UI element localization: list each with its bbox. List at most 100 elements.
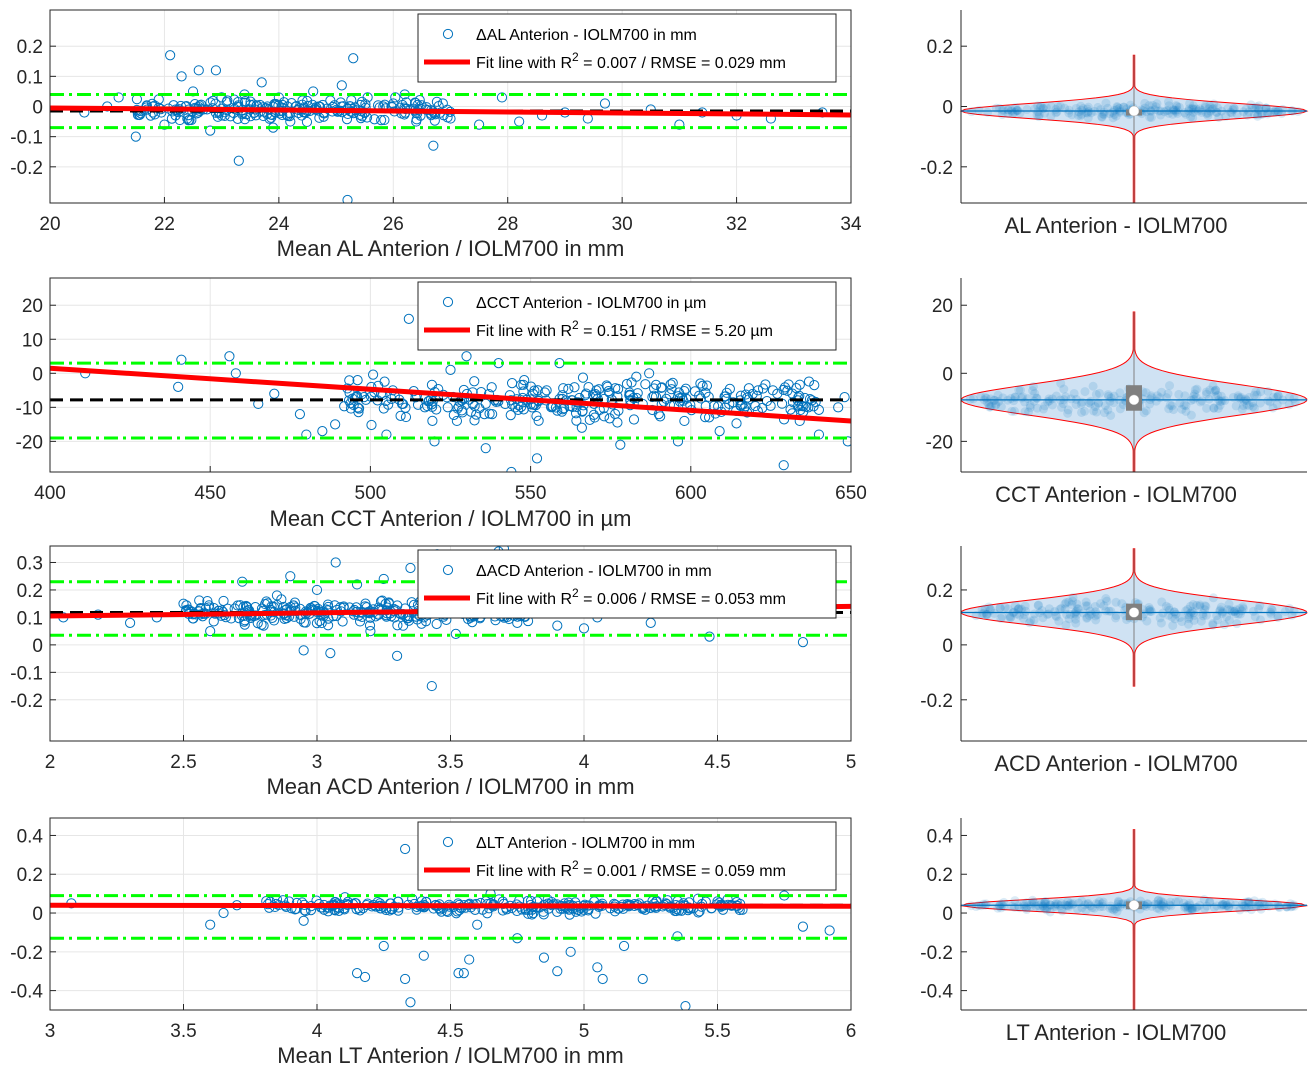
- violin-point: [1032, 393, 1041, 402]
- x-tick-label: 34: [840, 214, 862, 235]
- y-tick-label: 0.1: [17, 608, 43, 629]
- violin-point: [1239, 401, 1248, 410]
- data-point: [432, 619, 441, 628]
- violin-point: [1205, 386, 1214, 395]
- data-point: [337, 81, 346, 90]
- x-tick-label: 500: [355, 483, 387, 504]
- x-tick-label: 22: [154, 214, 175, 235]
- legend-label-points: ΔAL Anterion - IOLM700 in mm: [476, 27, 697, 44]
- violin-point: [1084, 899, 1093, 908]
- data-point: [406, 563, 415, 572]
- violin-point: [1234, 393, 1243, 402]
- violin-label: LT Anterion - IOLM700: [1006, 1020, 1227, 1045]
- violin-point: [1154, 896, 1163, 905]
- x-tick-label: 650: [835, 483, 867, 504]
- data-point: [539, 953, 548, 962]
- data-point: [507, 379, 516, 388]
- x-tick-label: 5.5: [704, 1021, 730, 1042]
- violin-point: [1091, 607, 1100, 616]
- violin-y-tick-label: -0.2: [920, 943, 953, 964]
- violin-point: [1068, 600, 1077, 609]
- data-point: [473, 920, 482, 929]
- violin-median-marker: [1129, 395, 1139, 405]
- violin-point: [1027, 899, 1036, 908]
- violin-point: [1200, 895, 1209, 904]
- violin-point: [1063, 409, 1072, 418]
- data-point: [342, 115, 351, 124]
- violin-point: [1273, 613, 1282, 622]
- y-tick-label: -0.1: [10, 663, 43, 684]
- violin-point: [1209, 593, 1218, 602]
- data-point: [641, 380, 650, 389]
- violin-point: [996, 603, 1005, 612]
- x-tick-label: 2: [45, 752, 56, 773]
- legend: ΔCCT Anterion - IOLM700 in µmFit line wi…: [418, 282, 836, 350]
- x-tick-label: 20: [39, 214, 60, 235]
- violin-y-tick-label: 20: [932, 296, 953, 317]
- violin-point: [1035, 110, 1044, 119]
- data-point: [779, 461, 788, 470]
- data-point: [299, 916, 308, 925]
- x-tick-label: 4.5: [704, 752, 730, 773]
- violin-panel: -20020CCT Anterion - IOLM700: [926, 278, 1307, 507]
- data-point: [657, 383, 666, 392]
- violin-point: [1290, 607, 1299, 616]
- violin-point: [1156, 613, 1165, 622]
- violin-point: [966, 395, 975, 404]
- violin-point: [1190, 616, 1199, 625]
- data-point: [470, 416, 479, 425]
- data-point: [681, 384, 690, 393]
- x-tick-label: 5: [579, 1021, 590, 1042]
- violin-point: [1022, 105, 1031, 114]
- data-point: [532, 454, 541, 463]
- violin-point: [1142, 388, 1151, 397]
- violin-y-tick-label: 0.4: [927, 826, 954, 847]
- data-point: [126, 618, 135, 627]
- violin-point: [1029, 382, 1038, 391]
- data-point: [257, 78, 266, 87]
- violin-point: [1146, 106, 1155, 115]
- x-tick-label: 4: [312, 1021, 323, 1042]
- violin-y-tick-label: 0: [942, 364, 953, 385]
- violin-point: [1070, 389, 1079, 398]
- violin-y-tick-label: -0.4: [920, 982, 953, 1003]
- data-point: [367, 420, 376, 429]
- violin-point: [983, 108, 992, 117]
- data-point: [462, 352, 471, 361]
- y-tick-label: 0: [32, 904, 43, 925]
- violin-point: [1239, 604, 1248, 613]
- data-point: [419, 951, 428, 960]
- data-point: [470, 377, 479, 386]
- data-point: [326, 649, 335, 658]
- violin-point: [994, 391, 1003, 400]
- violin-point: [1256, 615, 1265, 624]
- data-point: [578, 373, 587, 382]
- y-tick-label: 20: [22, 296, 43, 317]
- data-point: [166, 51, 175, 60]
- violin-median-marker: [1129, 900, 1139, 910]
- data-point: [399, 621, 408, 630]
- data-point: [132, 95, 141, 104]
- violin-point: [1010, 407, 1019, 416]
- data-point: [286, 572, 295, 581]
- violin-point: [1145, 400, 1154, 409]
- violin-point: [1077, 408, 1086, 417]
- violin-point: [1165, 381, 1174, 390]
- legend: ΔACD Anterion - IOLM700 in mmFit line wi…: [418, 550, 836, 618]
- x-tick-label: 450: [194, 483, 226, 504]
- violin-point: [1198, 609, 1207, 618]
- legend-fit-prefix: Fit line with R: [476, 55, 572, 72]
- violin-point: [1117, 599, 1126, 608]
- data-point: [598, 974, 607, 983]
- violin-point: [1239, 902, 1248, 911]
- violin-point: [1080, 387, 1089, 396]
- violin-point: [1222, 612, 1231, 621]
- x-tick-label: 4: [579, 752, 590, 773]
- data-point: [380, 377, 389, 386]
- violin-point: [1077, 106, 1086, 115]
- data-point: [299, 646, 308, 655]
- violin-point: [1089, 382, 1098, 391]
- y-tick-label: 0: [32, 636, 43, 657]
- violin-point: [1030, 616, 1039, 625]
- x-tick-label: 5: [846, 752, 857, 773]
